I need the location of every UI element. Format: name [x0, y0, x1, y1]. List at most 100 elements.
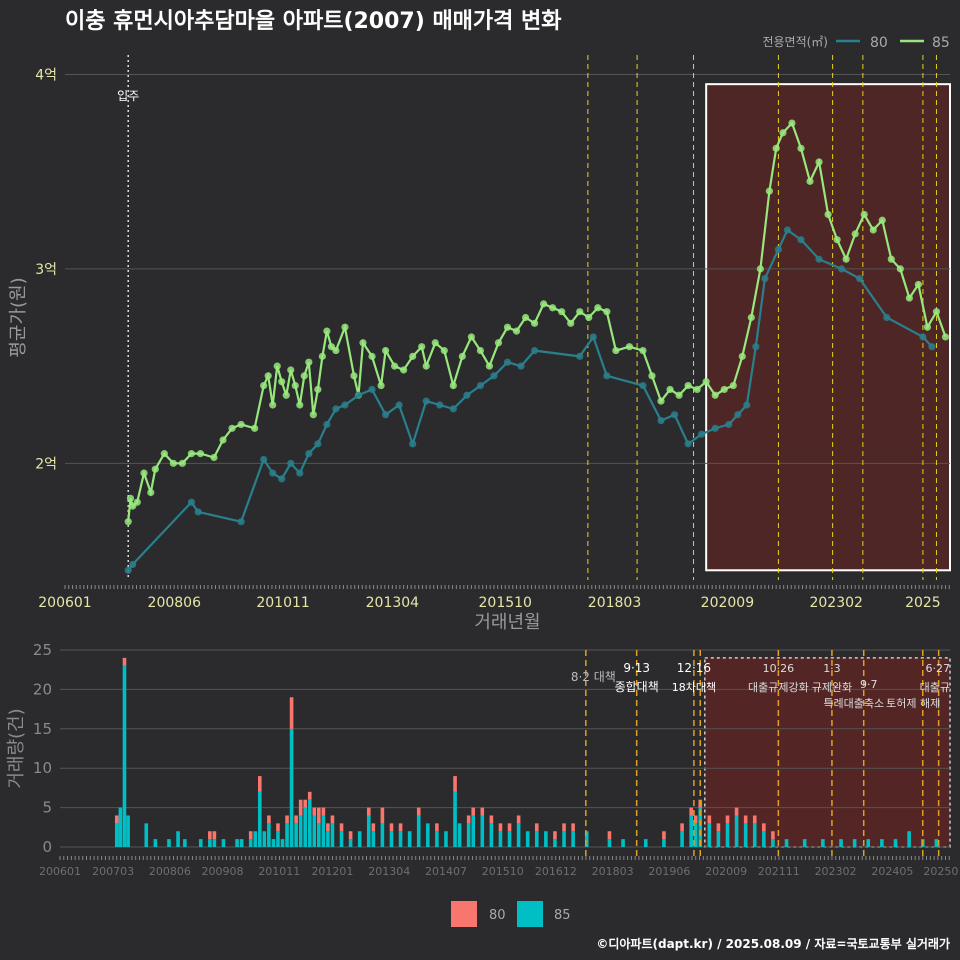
bar-80: [680, 823, 684, 832]
bar-80: [752, 815, 757, 824]
bar-85: [444, 831, 448, 847]
data-point-80: [684, 440, 692, 448]
data-point-80: [797, 236, 805, 244]
data-point-80: [603, 372, 611, 380]
data-point-85: [914, 280, 922, 289]
data-point-80: [503, 358, 512, 366]
x-tick-label: 201510: [479, 595, 532, 611]
data-point-85: [359, 339, 367, 347]
data-point-85: [558, 308, 566, 316]
data-point-85: [788, 119, 796, 127]
data-point-85: [300, 372, 308, 380]
data-point-85: [196, 450, 205, 458]
x-tick-label: 202405: [871, 865, 913, 878]
data-point-80: [449, 405, 457, 413]
bar-80: [348, 831, 353, 840]
x-tick-label: 202111: [758, 865, 800, 878]
bar-85: [784, 839, 789, 847]
x-tick-label: 201304: [368, 865, 410, 878]
data-point-80: [639, 381, 647, 390]
x-tick-label: 201510: [482, 865, 524, 878]
data-point-85: [296, 401, 304, 409]
data-point-85: [648, 372, 656, 380]
data-point-85: [210, 453, 218, 462]
bar-85: [276, 831, 280, 847]
bar-80: [480, 807, 485, 816]
bar-85: [280, 839, 285, 847]
bar-85: [725, 823, 730, 847]
data-point-85: [860, 210, 868, 219]
data-point-80: [237, 518, 245, 526]
data-point-85: [260, 381, 268, 390]
bar-80: [553, 831, 557, 840]
legend-swatch-85: [517, 901, 543, 927]
policy-label-text: 종합대책: [615, 679, 659, 694]
bar-85: [339, 831, 344, 847]
legend-label-80: 80: [870, 35, 888, 51]
data-point-80: [305, 450, 313, 458]
x-tick-label: 201201: [311, 865, 353, 878]
x-tick-label: 200908: [202, 865, 244, 878]
x-tick-label: 201803: [588, 595, 641, 611]
y-tick-label: 15: [33, 720, 52, 738]
data-point-85: [625, 343, 634, 351]
x-tick-label: 202009: [701, 595, 754, 611]
bar-80: [289, 697, 294, 729]
bar-85: [734, 815, 739, 847]
bar-85: [457, 823, 462, 847]
bar-85: [621, 839, 625, 847]
data-point-85: [923, 323, 932, 331]
data-point-80: [278, 475, 286, 483]
data-point-80: [422, 397, 430, 405]
data-point-85: [278, 378, 286, 386]
bar-85: [183, 839, 187, 847]
bar-80: [276, 823, 280, 832]
policy-label-date: 9·7: [860, 678, 878, 691]
bar-80: [734, 807, 739, 816]
policy-label-date: 12·16: [677, 661, 711, 675]
bar-85: [435, 831, 439, 847]
bar-85: [312, 815, 317, 847]
data-point-80: [919, 333, 927, 341]
bar-85: [544, 831, 548, 847]
data-point-85: [440, 346, 448, 355]
data-point-80: [368, 385, 376, 394]
bar-85: [562, 831, 566, 847]
data-point-80: [395, 401, 403, 409]
data-point-85: [494, 339, 503, 347]
bar-85: [221, 839, 226, 847]
bar-85: [248, 839, 253, 847]
policy-label-date: 9·13: [623, 661, 650, 675]
data-point-80: [530, 346, 539, 355]
data-point-80: [490, 372, 498, 380]
bar-85: [253, 831, 258, 847]
bar-80: [339, 823, 344, 832]
bar-85: [771, 839, 775, 847]
series-line-80: [127, 228, 933, 571]
data-point-85: [711, 391, 719, 399]
x-tick-label: 200806: [149, 865, 191, 878]
bar-85: [271, 839, 276, 847]
bar-80: [208, 831, 212, 840]
bar-85: [208, 839, 212, 847]
bar-80: [707, 815, 712, 824]
bar-80: [389, 823, 394, 832]
bar-85: [802, 839, 807, 847]
bar-85: [317, 823, 321, 847]
data-point-85: [422, 362, 430, 370]
data-point-80: [734, 411, 742, 419]
bar-85: [198, 839, 203, 847]
data-point-80: [774, 245, 783, 254]
bar-85: [167, 839, 171, 847]
data-point-85: [842, 255, 850, 263]
data-point-80: [323, 420, 331, 429]
data-point-85: [567, 319, 575, 327]
data-point-85: [178, 459, 186, 467]
bar-85: [866, 839, 871, 847]
x-tick-label: 200806: [148, 595, 202, 611]
bar-85: [453, 791, 457, 847]
bar-80: [294, 815, 298, 824]
bar-85: [289, 728, 294, 847]
bar-80: [489, 815, 494, 824]
data-point-85: [657, 397, 665, 405]
